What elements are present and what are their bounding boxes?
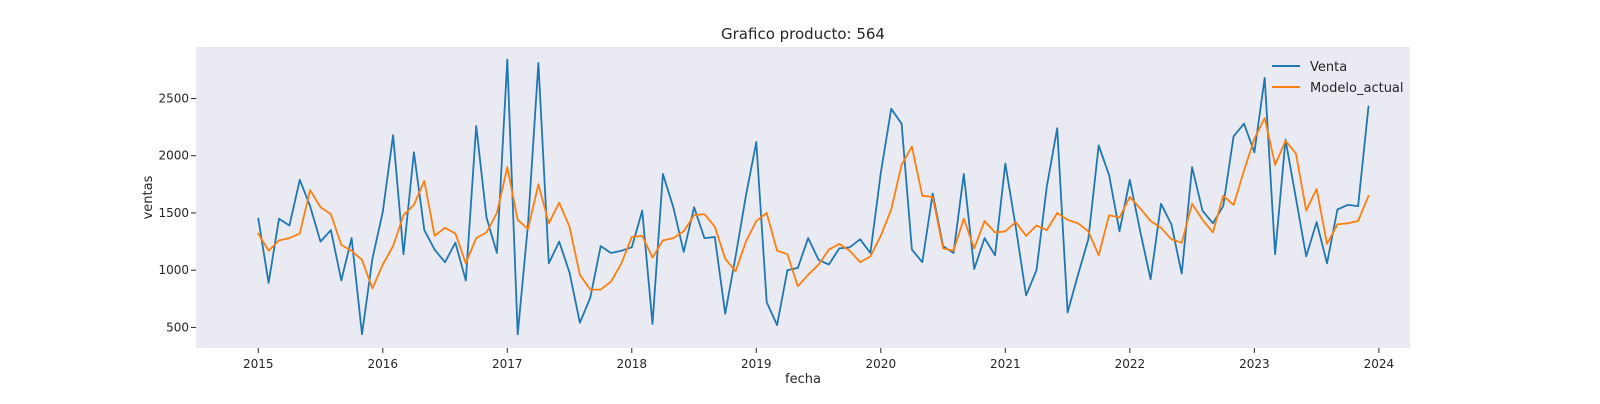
x-tick-label: 2016	[367, 357, 398, 371]
y-tick-label: 500	[166, 320, 189, 334]
x-axis-label: fecha	[785, 372, 821, 387]
x-tick-label: 2015	[243, 357, 274, 371]
legend-label: Modelo_actual	[1310, 81, 1404, 96]
x-tick-label: 2019	[741, 357, 772, 371]
series-lines	[257, 58, 1370, 336]
legend: Venta Modelo_actual	[1272, 60, 1404, 96]
x-tick-label: 2017	[492, 357, 523, 371]
x-tick-label: 2023	[1239, 357, 1270, 371]
plot-area	[196, 47, 1410, 348]
series-line-venta	[257, 58, 1370, 336]
y-tick-label: 1000	[158, 263, 189, 277]
y-tick-label: 2500	[158, 92, 189, 106]
legend-label: Venta	[1310, 60, 1347, 75]
series-line-modelo-actual	[257, 117, 1370, 291]
x-tick-label: 2020	[866, 357, 897, 371]
x-tick-label: 2022	[1115, 357, 1146, 371]
y-axis-ticks: 500 1000 1500 2000 2500	[158, 92, 196, 334]
x-axis-ticks: 2015 2016 2017 2018 2019 2020 2021 2022 2023 2024	[243, 348, 1394, 371]
x-tick-label: 2018	[617, 357, 648, 371]
y-tick-label: 2000	[158, 149, 189, 163]
y-axis-label: ventas	[141, 175, 156, 219]
x-tick-label: 2024	[1364, 357, 1395, 371]
chart-title: Grafico producto: 564	[721, 25, 885, 43]
x-tick-label: 2021	[990, 357, 1021, 371]
y-tick-label: 1500	[158, 206, 189, 220]
